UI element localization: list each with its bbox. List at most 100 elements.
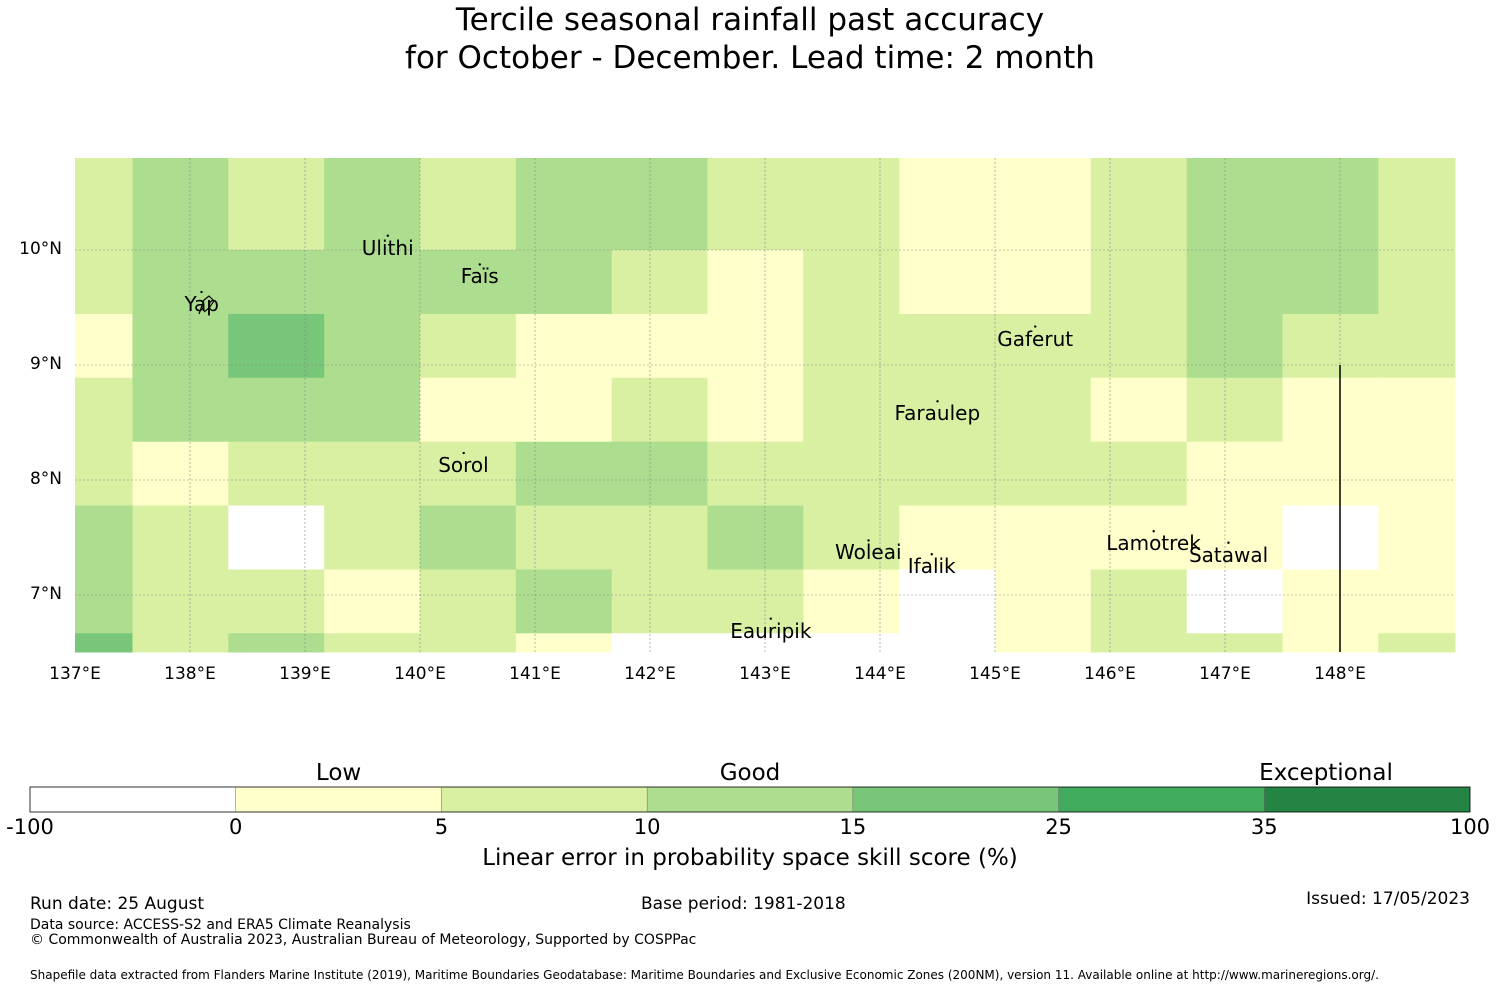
latitude-tick-label: 7°N [29, 584, 62, 604]
map-title-line-1: Tercile seasonal rainfall past accuracy [455, 2, 1045, 38]
grid-cell [899, 158, 996, 251]
grid-cell [324, 633, 421, 653]
grid-cell [1282, 569, 1379, 634]
grid-cell [75, 158, 133, 251]
colorbar-tick-label: 10 [633, 815, 661, 839]
longitude-tick-label: 142°E [624, 664, 676, 684]
grid-cell [995, 441, 1092, 507]
grid-cell [1378, 313, 1456, 379]
grid-cell [899, 377, 996, 443]
grid-cell [420, 633, 517, 653]
island-marker [478, 263, 481, 266]
grid-cell [1186, 313, 1283, 379]
grid-cell [132, 441, 229, 507]
grid-cell [899, 633, 996, 653]
island-label: Ifalik [907, 554, 956, 579]
grid-cell [899, 313, 996, 379]
grid-cell [1378, 377, 1456, 443]
data-source: Data source: ACCESS-S2 and ERA5 Climate … [30, 917, 411, 933]
grid-cell [228, 377, 325, 443]
grid-cell [1186, 569, 1283, 634]
grid-cell [1090, 505, 1188, 570]
grid-cell [324, 313, 421, 379]
grid-cell [324, 505, 421, 570]
grid-cell [420, 569, 517, 634]
grid-cell [228, 313, 325, 379]
base-period: Base period: 1981-2018 [641, 894, 846, 914]
grid-cell [324, 377, 421, 443]
grid-cell [707, 158, 804, 251]
latitude-tick-label: 9°N [29, 354, 62, 374]
grid-cell [420, 505, 517, 570]
grid-cell [1186, 250, 1283, 315]
colorbar-segment [1058, 787, 1265, 812]
grid-cell [1186, 633, 1283, 653]
grid-cell [803, 633, 900, 653]
grid-cell [420, 250, 517, 315]
grid-cell [995, 250, 1092, 315]
grid-cell [324, 250, 421, 315]
island-label: Lamotrek [1106, 531, 1201, 556]
longitude-tick-label: 141°E [509, 664, 561, 684]
grid-cell [611, 441, 708, 507]
grid-cell [707, 313, 804, 379]
grid-cell [515, 313, 613, 379]
grid-cell [707, 569, 804, 634]
grid-cell [1378, 158, 1456, 251]
colorbar-tick-label: 0 [229, 815, 243, 839]
grid-cell [803, 313, 900, 379]
colorbar-segment [441, 787, 648, 812]
yap-island-shape [198, 295, 215, 315]
grid-cell [707, 441, 804, 507]
grid-cell [707, 633, 804, 653]
colorbar-frame [29, 786, 1471, 813]
grid-cell [1378, 505, 1456, 570]
grid-cell [228, 250, 325, 315]
island-label: Faraulep [894, 401, 981, 426]
grid-cell [75, 313, 133, 379]
grid-cell [611, 250, 708, 315]
island-label: Satawal [1188, 542, 1269, 567]
run-date: Run date: 25 August [30, 894, 204, 914]
grid-cell [420, 377, 517, 443]
skill-grid-cells [75, 158, 1456, 653]
colorbar-category-label: Low [315, 760, 362, 786]
grid-cell [75, 441, 133, 507]
grid-cell [75, 377, 133, 443]
grid-cell [1090, 250, 1188, 315]
grid-cell [707, 250, 804, 315]
grid-cell [132, 569, 229, 634]
grid-cell [515, 377, 613, 443]
grid-cell [420, 158, 517, 251]
longitude-tick-label: 145°E [969, 664, 1021, 684]
grid-cell [515, 441, 613, 507]
island-marker [1152, 530, 1155, 533]
grid-cell [515, 250, 613, 315]
grid-cell [228, 633, 325, 653]
map-title-line-2: for October - December. Lead time: 2 mon… [405, 40, 1095, 76]
grid-cell [611, 377, 708, 443]
island-label: Eauripik [730, 618, 812, 643]
grid-cell [995, 633, 1092, 653]
colorbar-segment [1264, 787, 1470, 812]
longitude-tick-label: 139°E [279, 664, 331, 684]
longitude-tick-label: 148°E [1314, 664, 1366, 684]
grid-cell [611, 505, 708, 570]
longitude-tick-label: 137°E [49, 664, 101, 684]
shapefile-credit: Shapefile data extracted from Flanders M… [30, 968, 1379, 982]
grid-cell [1090, 569, 1188, 634]
grid-cell [995, 569, 1092, 634]
island-marker [1034, 325, 1037, 328]
grid-cell [995, 313, 1092, 379]
grid-cell [803, 377, 900, 443]
island-marker [200, 290, 203, 294]
grid-cell [132, 158, 229, 251]
grid-cell [899, 505, 996, 570]
grid-cell [1282, 158, 1379, 251]
grid-cell [611, 633, 708, 653]
grid-cell [75, 250, 133, 315]
grid-cell [1282, 313, 1379, 379]
island-label: Yap [184, 292, 219, 317]
colorbar-label: Linear error in probability space skill … [482, 845, 1018, 871]
